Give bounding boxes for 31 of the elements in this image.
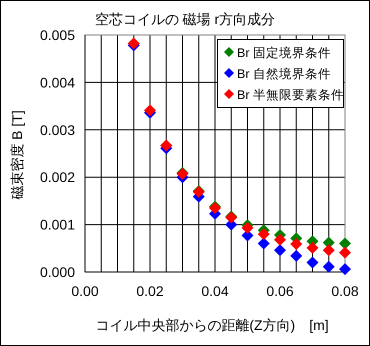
point	[274, 244, 286, 256]
point	[274, 234, 286, 246]
point	[322, 260, 335, 273]
y-tick-label: 0.002	[40, 169, 76, 186]
x-tick-label: 0.00	[71, 283, 99, 299]
y-axis-title: 磁束密度 B [T]	[9, 110, 25, 201]
x-tick-label: 0.04	[201, 283, 229, 299]
chart-title: 空芯コイルの 磁場 r方向成分	[94, 11, 276, 27]
x-tick-label: 0.08	[331, 283, 359, 299]
point	[290, 250, 302, 262]
legend-label: Br 半無限要素条件	[237, 88, 344, 102]
point	[290, 238, 302, 250]
point	[258, 238, 270, 250]
point	[144, 104, 156, 116]
point	[339, 246, 351, 259]
point	[322, 244, 335, 256]
y-tick-label: 0.005	[40, 27, 76, 43]
point	[339, 263, 351, 276]
point	[306, 256, 318, 269]
x-axis-title: コイル中央部からの距離(Z方向) [m]	[95, 317, 329, 333]
y-tick-label: 0.001	[40, 216, 76, 233]
point	[258, 228, 270, 240]
legend-label: Br 固定境界条件	[237, 45, 331, 60]
y-tick-label: 0.003	[40, 122, 76, 138]
legend-label: Br 自然境界条件	[237, 66, 331, 81]
y-tick-label: 0.004	[40, 74, 76, 90]
point	[242, 222, 254, 234]
x-tick-label: 0.06	[266, 283, 294, 299]
y-tick-label: 0.000	[40, 264, 76, 280]
x-tick-label: 0.02	[136, 283, 164, 299]
point	[306, 242, 318, 254]
